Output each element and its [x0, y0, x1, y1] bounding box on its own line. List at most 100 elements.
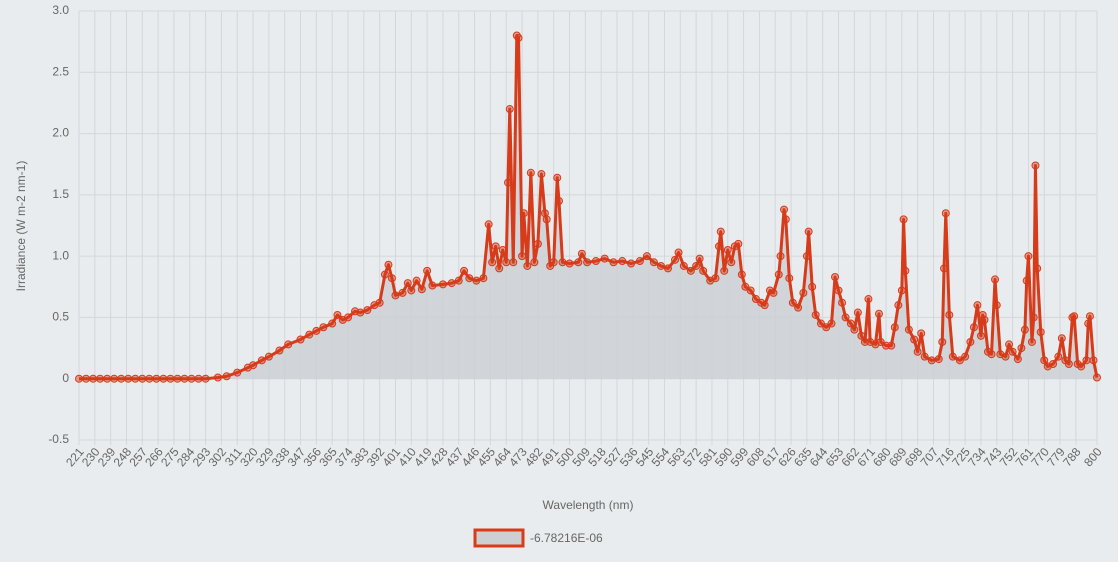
point — [737, 270, 746, 279]
point — [1040, 356, 1049, 365]
point — [785, 274, 794, 283]
point — [841, 313, 850, 322]
point — [838, 298, 847, 307]
point — [635, 257, 644, 266]
point — [465, 274, 474, 283]
y-tick-label: 0 — [62, 371, 69, 385]
point — [391, 291, 400, 300]
point — [454, 276, 463, 285]
point — [549, 258, 558, 267]
point — [319, 323, 328, 332]
point — [1022, 276, 1031, 285]
point — [344, 313, 353, 322]
y-tick-label: -0.5 — [48, 432, 69, 446]
y-tick-label: 3.0 — [52, 3, 69, 17]
point — [940, 264, 949, 273]
x-tick-label: 788 — [1060, 445, 1084, 470]
point — [194, 374, 203, 383]
point — [1017, 344, 1026, 353]
point — [846, 319, 855, 328]
point — [565, 259, 574, 268]
point — [518, 252, 527, 261]
point — [1085, 312, 1094, 321]
point — [519, 209, 528, 218]
point — [727, 258, 736, 267]
point — [514, 33, 523, 42]
point — [720, 266, 729, 275]
point — [537, 170, 546, 179]
point — [488, 258, 497, 267]
point — [491, 242, 500, 251]
point — [222, 372, 231, 381]
point — [788, 298, 797, 307]
point — [776, 252, 785, 261]
point — [384, 260, 393, 269]
point — [751, 295, 760, 304]
point — [1020, 325, 1029, 334]
point — [897, 286, 906, 295]
point — [558, 258, 567, 267]
point — [699, 266, 708, 275]
point — [609, 258, 618, 267]
point — [850, 325, 859, 334]
point — [110, 374, 119, 383]
point — [438, 280, 447, 289]
point — [1084, 319, 1093, 328]
point — [692, 261, 701, 270]
point — [834, 286, 843, 295]
point — [822, 323, 831, 332]
point — [794, 303, 803, 312]
point — [403, 279, 412, 288]
point — [760, 301, 769, 310]
point — [1008, 347, 1017, 356]
point — [131, 374, 140, 383]
point — [802, 252, 811, 261]
point — [505, 105, 514, 114]
point — [945, 310, 954, 319]
point — [173, 374, 182, 383]
point — [407, 286, 416, 295]
y-tick-label: 2.5 — [52, 64, 69, 78]
point — [948, 352, 957, 361]
point — [1027, 337, 1036, 346]
point — [526, 168, 535, 177]
point — [213, 373, 222, 382]
point — [816, 319, 825, 328]
x-axis-title: Wavelength (nm) — [543, 498, 634, 512]
point — [734, 239, 743, 248]
point — [103, 374, 112, 383]
point — [904, 325, 913, 334]
point — [363, 306, 372, 315]
point — [312, 326, 321, 335]
point — [117, 374, 126, 383]
point — [1054, 352, 1063, 361]
point — [857, 331, 866, 340]
point — [89, 374, 98, 383]
point — [627, 259, 636, 268]
point — [973, 301, 982, 310]
point — [961, 352, 970, 361]
point — [1024, 252, 1033, 261]
point — [1064, 360, 1073, 369]
point — [774, 270, 783, 279]
point — [686, 266, 695, 275]
point — [502, 258, 511, 267]
point — [781, 215, 790, 224]
point — [741, 282, 750, 291]
point — [618, 257, 627, 266]
point — [1013, 355, 1022, 364]
y-tick-label: 1.0 — [52, 248, 69, 262]
point — [980, 315, 989, 324]
point — [642, 252, 651, 261]
point — [811, 310, 820, 319]
legend-swatch — [473, 528, 525, 548]
point — [1029, 313, 1038, 322]
point — [166, 374, 175, 383]
point — [479, 274, 488, 283]
point — [969, 323, 978, 332]
point — [356, 308, 365, 317]
point — [583, 258, 592, 267]
point — [1093, 373, 1101, 382]
point — [714, 242, 723, 251]
